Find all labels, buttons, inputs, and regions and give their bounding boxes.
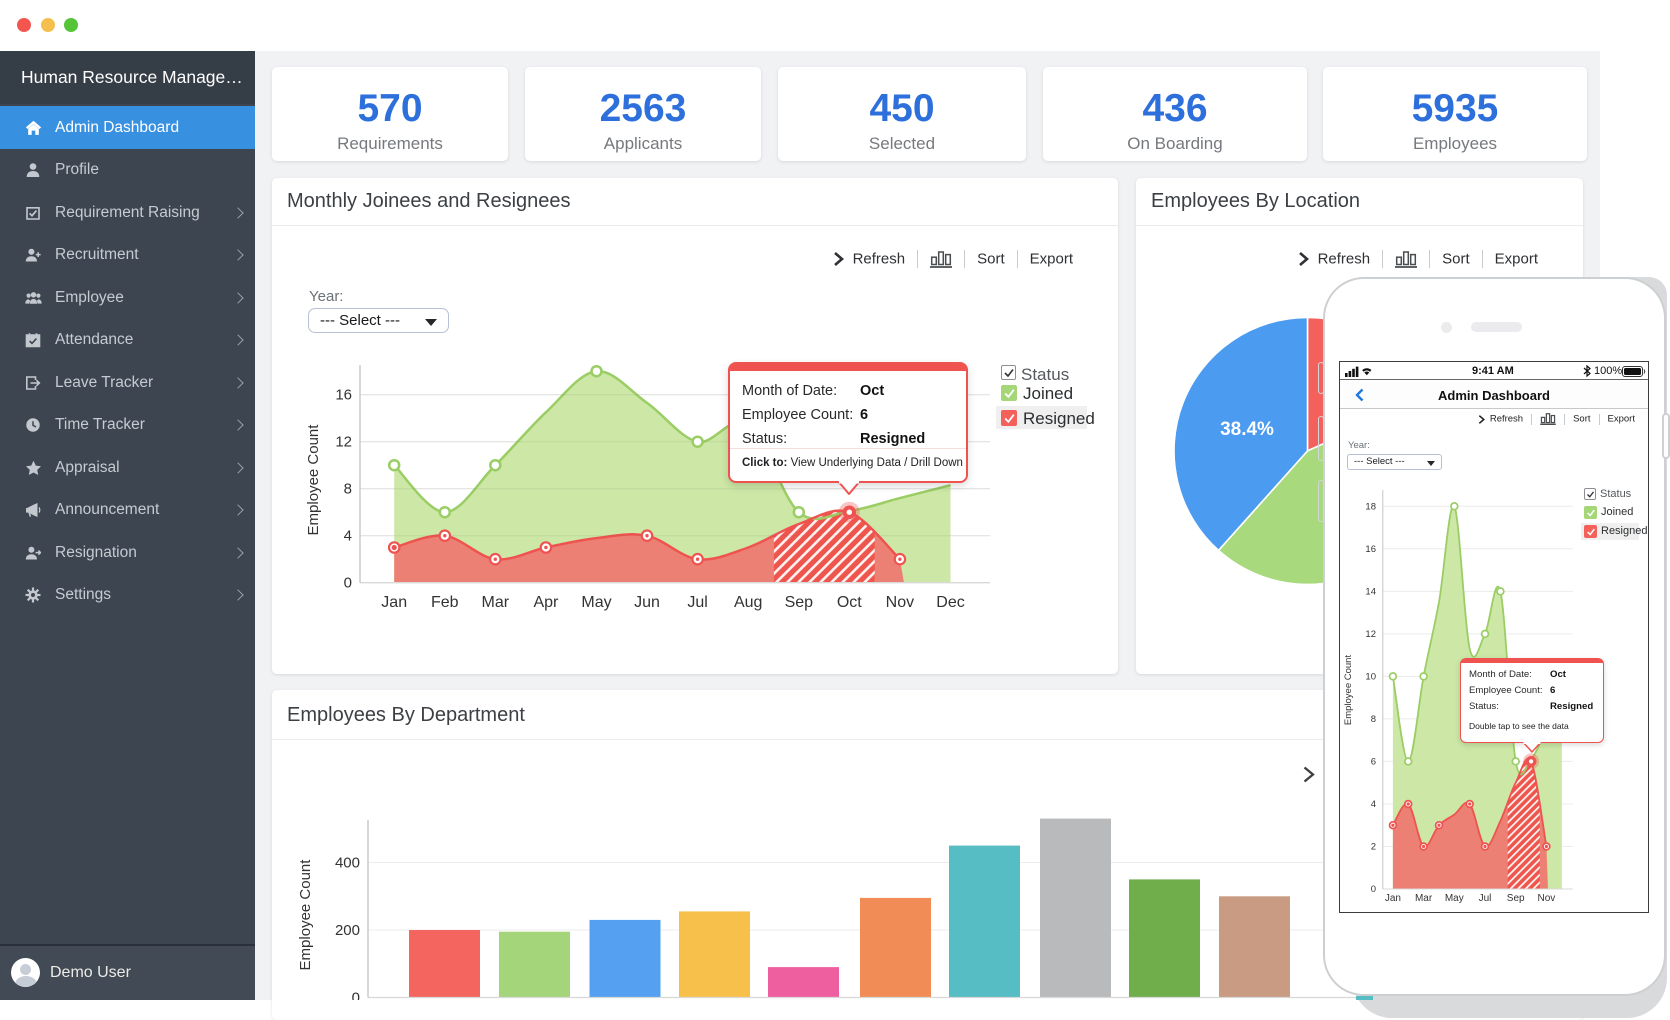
svg-text:Jan: Jan [1385,893,1401,904]
svg-text:4: 4 [344,528,352,545]
svg-text:Jul: Jul [1479,893,1492,904]
svg-text:Mar: Mar [1415,893,1433,904]
svg-text:Nov: Nov [886,594,914,611]
svg-text:0: 0 [352,990,360,1001]
svg-text:400: 400 [335,855,360,872]
svg-text:Mar: Mar [482,594,510,611]
svg-text:Apr: Apr [533,594,559,611]
svg-text:May: May [1445,893,1464,904]
svg-text:Dec: Dec [936,594,964,611]
svg-text:Feb: Feb [431,594,459,611]
svg-text:16: 16 [335,387,352,404]
svg-text:18: 18 [1365,501,1376,512]
svg-text:Employee Count: Employee Count [305,424,322,536]
svg-text:14: 14 [1365,586,1376,597]
svg-text:6: 6 [1371,756,1376,767]
svg-text:8: 8 [344,481,352,498]
svg-text:10: 10 [1365,671,1376,682]
svg-text:Sep: Sep [785,594,814,611]
svg-text:Jan: Jan [381,594,407,611]
svg-text:Oct: Oct [837,594,862,611]
svg-text:Jul: Jul [687,594,707,611]
svg-text:0: 0 [344,575,352,592]
svg-text:Aug: Aug [734,594,762,611]
svg-text:May: May [581,594,611,611]
svg-text:Nov: Nov [1538,893,1556,904]
svg-text:Employee Count: Employee Count [1343,655,1354,726]
svg-text:8: 8 [1371,714,1376,725]
svg-text:Employee Count: Employee Count [297,859,314,971]
svg-text:0: 0 [1371,884,1376,895]
svg-text:2: 2 [1371,842,1376,853]
svg-text:Jun: Jun [634,594,660,611]
svg-text:12: 12 [335,434,352,451]
svg-text:Sep: Sep [1507,893,1525,904]
svg-text:200: 200 [335,922,360,939]
svg-text:12: 12 [1365,629,1376,640]
svg-text:4: 4 [1371,799,1376,810]
svg-text:38.4%: 38.4% [1220,419,1274,440]
svg-text:16: 16 [1365,544,1376,555]
